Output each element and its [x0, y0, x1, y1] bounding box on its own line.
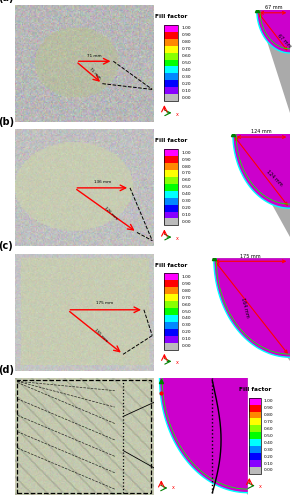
- Text: (a): (a): [0, 0, 13, 2]
- Text: 126 mm: 126 mm: [103, 206, 118, 221]
- Text: 175 mm: 175 mm: [96, 301, 114, 305]
- Text: 155 mm: 155 mm: [93, 328, 108, 343]
- Text: (d): (d): [0, 366, 14, 376]
- Text: (b): (b): [0, 117, 14, 127]
- Text: (c): (c): [0, 241, 13, 251]
- Text: 71 mm: 71 mm: [89, 66, 102, 80]
- Text: 136 mm: 136 mm: [93, 180, 111, 184]
- Text: 71 mm: 71 mm: [87, 54, 102, 58]
